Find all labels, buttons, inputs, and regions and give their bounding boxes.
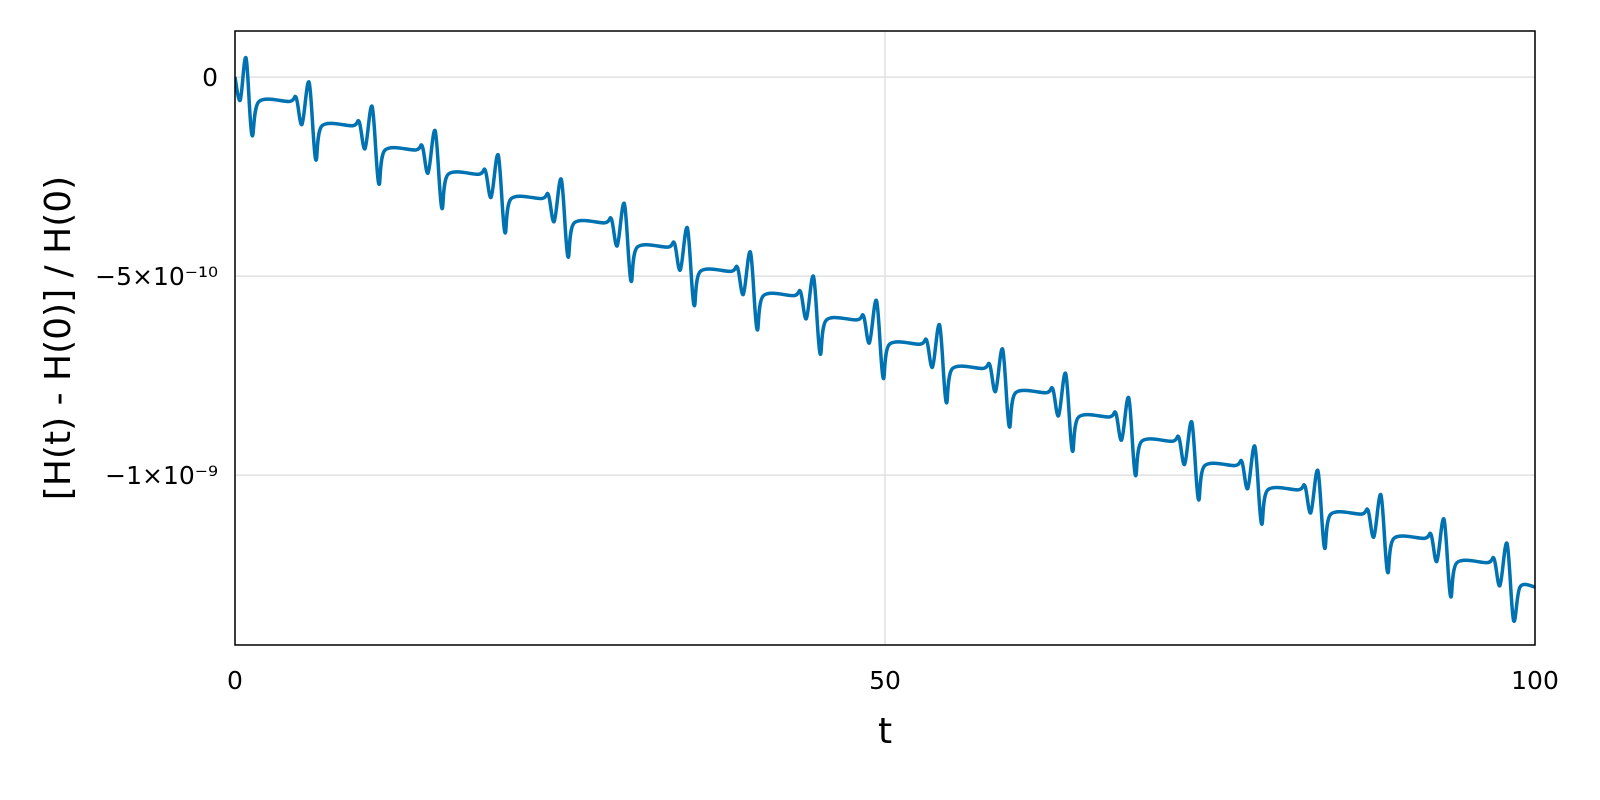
x-tick-label: 100 [1511,666,1559,695]
y-tick-label: 0 [202,63,218,92]
x-tick-label: 50 [869,666,901,695]
data-line [235,56,1535,623]
y-axis-label: [H(t) - H(0)] / H(0) [38,176,79,500]
x-tick-label: 0 [227,666,243,695]
y-tick-label: −5×10⁻¹⁰ [95,262,218,291]
y-tick-label: −1×10⁻⁹ [105,461,218,490]
x-axis-label: t [878,711,892,752]
plot-frame [234,30,1536,646]
